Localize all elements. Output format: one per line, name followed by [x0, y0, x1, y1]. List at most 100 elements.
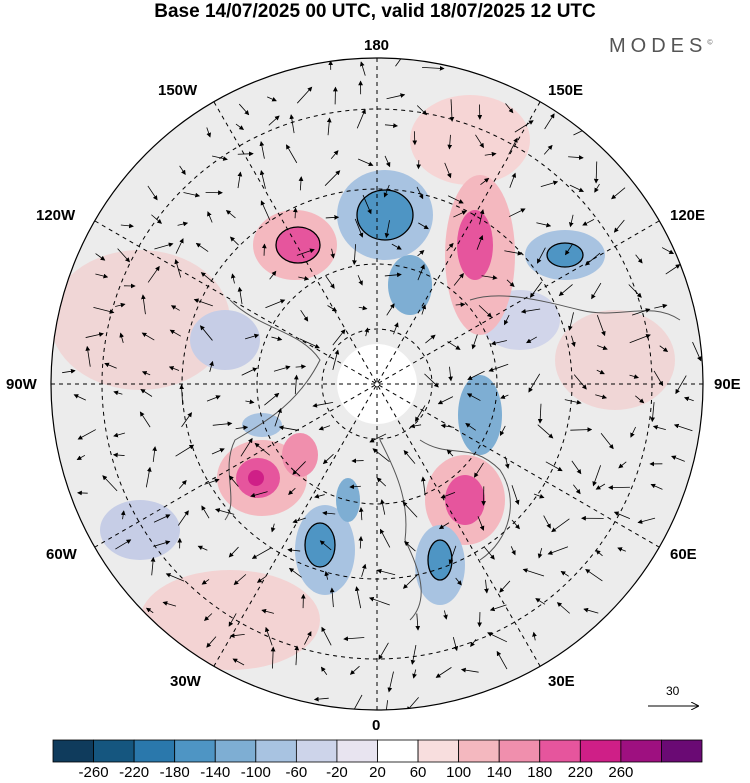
wind-vector [564, 399, 582, 405]
wind-vector [505, 103, 514, 114]
wind-vector [671, 455, 685, 462]
wind-vector [298, 176, 304, 191]
wind-vector [628, 284, 642, 298]
colorbar-tick-label: 220 [567, 764, 593, 781]
wind-vector [264, 392, 280, 406]
wind-vector [675, 375, 687, 395]
wind-vector [630, 426, 636, 438]
wind-vector [304, 631, 312, 645]
wind-vector [179, 165, 186, 175]
wind-vector [594, 183, 600, 193]
colorbar-tick-label: 60 [409, 764, 427, 781]
negative-anomaly [100, 500, 180, 560]
wind-vector [152, 446, 157, 463]
wind-vector [113, 432, 126, 438]
wind-vector [183, 192, 201, 198]
wind-vector [73, 394, 87, 401]
wind-vector [356, 108, 366, 129]
wind-vector [499, 425, 506, 437]
negative-anomaly [242, 413, 282, 437]
wind-vector [195, 242, 209, 252]
wind-vector [296, 248, 315, 256]
wind-vector [215, 508, 235, 515]
wind-vector [293, 374, 299, 395]
wind-vector [206, 636, 217, 648]
lon-label-0: 0 [372, 717, 381, 734]
wind-vector [571, 335, 576, 348]
wind-vector [329, 587, 335, 608]
wind-vector [85, 332, 104, 338]
wind-vector [201, 579, 210, 585]
wind-vector [511, 519, 520, 530]
wind-vector [453, 273, 464, 286]
wind-vector [206, 127, 211, 138]
wind-vector [617, 547, 626, 552]
wind-vector [232, 658, 245, 666]
wind-vector [211, 448, 225, 455]
wind-vector [573, 374, 587, 390]
wind-vector [209, 360, 214, 372]
wind-vector [480, 177, 490, 185]
wind-vector [611, 187, 626, 200]
wind-vector [509, 172, 517, 188]
wind-vector [569, 184, 585, 192]
wind-vector [477, 516, 485, 531]
wind-vector [384, 220, 390, 239]
wind-vector [325, 215, 340, 220]
wind-vector [420, 476, 426, 496]
wind-vector [200, 272, 215, 284]
brand-text: MODES [609, 35, 708, 57]
wind-vector [298, 276, 310, 281]
wind-vector [240, 437, 253, 457]
wind-vector [596, 369, 605, 375]
wind-vector [635, 254, 643, 264]
wind-vector [120, 223, 134, 229]
wind-vector [568, 155, 584, 160]
positive-anomaly [276, 227, 320, 263]
wind-vector [352, 244, 357, 266]
wind-vector [244, 333, 260, 340]
wind-vector [85, 345, 91, 367]
colorbar-tick-label: -20 [326, 764, 348, 781]
wind-vector [289, 114, 295, 134]
wind-vector [147, 265, 160, 283]
wind-vector [637, 517, 656, 524]
colorbar-tick-label: -100 [240, 764, 271, 781]
wind-vector [673, 423, 693, 432]
wind-vector [153, 514, 171, 523]
colorbar-tick-label: -260 [78, 764, 109, 781]
wind-vector [76, 454, 86, 460]
wind-vector [120, 510, 126, 520]
wind-vector [332, 329, 346, 346]
wind-vector [212, 155, 228, 161]
positive-anomaly [140, 570, 320, 670]
wind-vector [322, 510, 336, 516]
wind-vector [567, 312, 574, 331]
brand-logo: MODES© [609, 35, 713, 58]
wind-vector [452, 637, 459, 652]
copyright-mark: © [707, 39, 713, 47]
wind-vector [522, 568, 545, 577]
wind-vector [325, 275, 335, 289]
colorbar-tick-label: 260 [608, 764, 634, 781]
wind-vector [387, 671, 394, 693]
wind-vector [175, 444, 195, 457]
colorbar-tick-label: 180 [527, 764, 553, 781]
wind-vector [384, 272, 402, 278]
wind-vector [595, 549, 603, 557]
wind-vector [245, 399, 255, 405]
wind-vector [349, 665, 360, 675]
wind-vector [484, 151, 497, 157]
wind-vector [536, 222, 552, 228]
wind-vector [228, 546, 239, 558]
wind-vector [447, 134, 453, 150]
wind-vector [570, 427, 593, 433]
wind-vector [404, 541, 416, 552]
positive-anomaly [282, 433, 318, 477]
wind-vector [412, 131, 418, 146]
wind-vector [418, 222, 429, 230]
colorbar-boxes [52, 739, 703, 763]
colorbar-box [417, 739, 460, 763]
wind-vector [237, 171, 243, 189]
negative-anomaly [388, 255, 432, 315]
